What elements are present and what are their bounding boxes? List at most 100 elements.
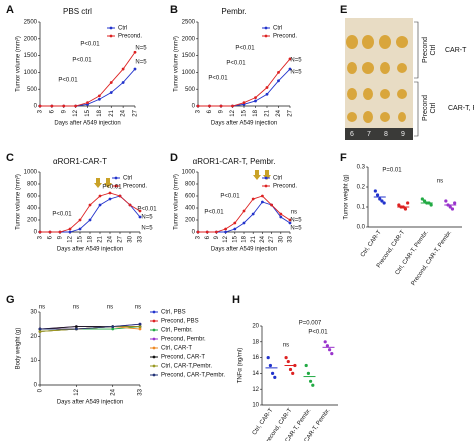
data-point bbox=[273, 375, 277, 379]
x-tick-label: 6 bbox=[48, 235, 54, 239]
legend-label: Precond. bbox=[123, 184, 147, 190]
panel-title: PBS ctrl bbox=[63, 7, 92, 16]
panel-label: H bbox=[232, 294, 240, 306]
x-tick-label: 27 bbox=[133, 109, 139, 116]
legend-label: Precond. bbox=[118, 34, 142, 40]
data-point bbox=[261, 194, 264, 198]
x-tick-label: 15 bbox=[85, 109, 91, 116]
y-tick-label: 0 bbox=[34, 383, 38, 389]
data-point bbox=[88, 203, 92, 207]
annotation: N=5 bbox=[290, 58, 302, 64]
y-tick-label: 10 bbox=[30, 358, 37, 364]
panel-label: B bbox=[170, 4, 178, 16]
data-point bbox=[373, 189, 377, 193]
legend-label: Precond, CAR-T bbox=[161, 355, 205, 361]
legend-label: Precond. bbox=[273, 34, 297, 40]
data-point bbox=[288, 67, 292, 71]
data-point bbox=[254, 99, 257, 103]
data-point bbox=[62, 104, 66, 108]
data-point bbox=[277, 71, 280, 74]
x-tick-label: 6 bbox=[49, 109, 55, 113]
annotation: P<0.01 bbox=[308, 330, 328, 336]
y-tick-label: 1500 bbox=[182, 53, 196, 59]
x-tick-label: 24 bbox=[108, 235, 114, 242]
x-tick-label: 0 bbox=[38, 388, 44, 392]
legend-label: Ctrl, PBS bbox=[161, 310, 186, 316]
y-tick-label: 10 bbox=[252, 403, 259, 409]
y-axis-title: Tumor weight (g) bbox=[344, 174, 350, 219]
photo-label: Ctrl bbox=[430, 44, 437, 55]
legend-label: Ctrl bbox=[273, 176, 282, 182]
data-point bbox=[86, 101, 89, 105]
ruler-label: 6 bbox=[350, 131, 354, 138]
y-tick-label: 2500 bbox=[182, 20, 196, 26]
legend-label: Precond, CAR-T,Pembr. bbox=[161, 373, 225, 379]
annotation: ns bbox=[135, 305, 141, 311]
data-point bbox=[68, 227, 72, 231]
x-tick-label: 3 bbox=[38, 109, 44, 113]
x-tick-label: 24 bbox=[121, 109, 127, 116]
data-point bbox=[277, 79, 280, 83]
x-tick-label: 12 bbox=[73, 109, 79, 116]
data-point bbox=[48, 230, 52, 234]
y-tick-label: 800 bbox=[185, 182, 196, 188]
ruler-label: 7 bbox=[367, 131, 371, 138]
data-point bbox=[38, 230, 42, 234]
annotation: P<0.01 bbox=[204, 210, 224, 216]
legend-marker bbox=[152, 310, 156, 314]
annotation: P<0.01 bbox=[80, 42, 100, 48]
y-tick-label: 1500 bbox=[24, 53, 38, 59]
data-point bbox=[304, 363, 308, 368]
data-point bbox=[108, 197, 112, 201]
data-point bbox=[133, 67, 137, 71]
data-point bbox=[375, 193, 380, 197]
x-tick-label: 3 bbox=[38, 235, 44, 239]
annotation: P=0.007 bbox=[299, 321, 322, 327]
y-tick-label: 30 bbox=[30, 310, 37, 316]
y-tick-label: 600 bbox=[185, 194, 196, 200]
y-tick-label: 16 bbox=[252, 355, 259, 361]
data-point bbox=[111, 325, 115, 328]
data-point bbox=[288, 221, 292, 225]
y-tick-label: 12 bbox=[252, 387, 259, 393]
y-tick-label: 1000 bbox=[182, 70, 196, 76]
y-tick-label: 2500 bbox=[24, 20, 38, 26]
x-tick-label: 12 bbox=[74, 388, 80, 395]
data-point bbox=[323, 340, 327, 344]
annotation: N=5 bbox=[135, 60, 147, 66]
y-tick-label: 0 bbox=[34, 230, 38, 236]
x-tick-label: 18 bbox=[88, 235, 94, 242]
annotation: P<0.01 bbox=[220, 194, 240, 200]
data-point bbox=[306, 371, 310, 375]
data-point bbox=[108, 191, 112, 195]
data-point bbox=[38, 327, 42, 331]
legend-marker bbox=[152, 319, 156, 323]
legend-marker bbox=[264, 176, 268, 180]
legend-label: Ctrl bbox=[118, 26, 127, 32]
y-tick-label: 20 bbox=[30, 334, 37, 340]
data-point bbox=[270, 203, 273, 207]
y-tick-label: 400 bbox=[185, 206, 196, 212]
data-point bbox=[251, 197, 255, 201]
x-tick-label: 30 bbox=[128, 235, 134, 242]
panel-title: Pembr. bbox=[221, 7, 246, 16]
x-tick-label: 30 bbox=[278, 235, 284, 242]
y-axis-title: Tumor volume (mm³) bbox=[174, 174, 180, 230]
data-point bbox=[138, 215, 142, 219]
legend-label: Precond, Pembr. bbox=[161, 337, 206, 343]
ruler-label: 8 bbox=[384, 131, 388, 138]
data-point bbox=[74, 104, 78, 108]
x-axis-title: Days after A549 injection bbox=[211, 247, 277, 253]
legend-marker bbox=[264, 34, 268, 38]
x-tick-label: 9 bbox=[58, 235, 64, 239]
data-point bbox=[420, 197, 424, 201]
data-point bbox=[109, 91, 113, 94]
x-tick-label: 15 bbox=[232, 235, 238, 242]
photo-label: CAR-T, Pembr. bbox=[448, 105, 474, 112]
legend-label: Ctrl, CAR-T bbox=[161, 346, 192, 352]
annotation: ns bbox=[39, 305, 45, 311]
y-tick-label: 400 bbox=[27, 206, 38, 212]
data-point bbox=[109, 81, 113, 84]
data-point bbox=[50, 104, 54, 108]
